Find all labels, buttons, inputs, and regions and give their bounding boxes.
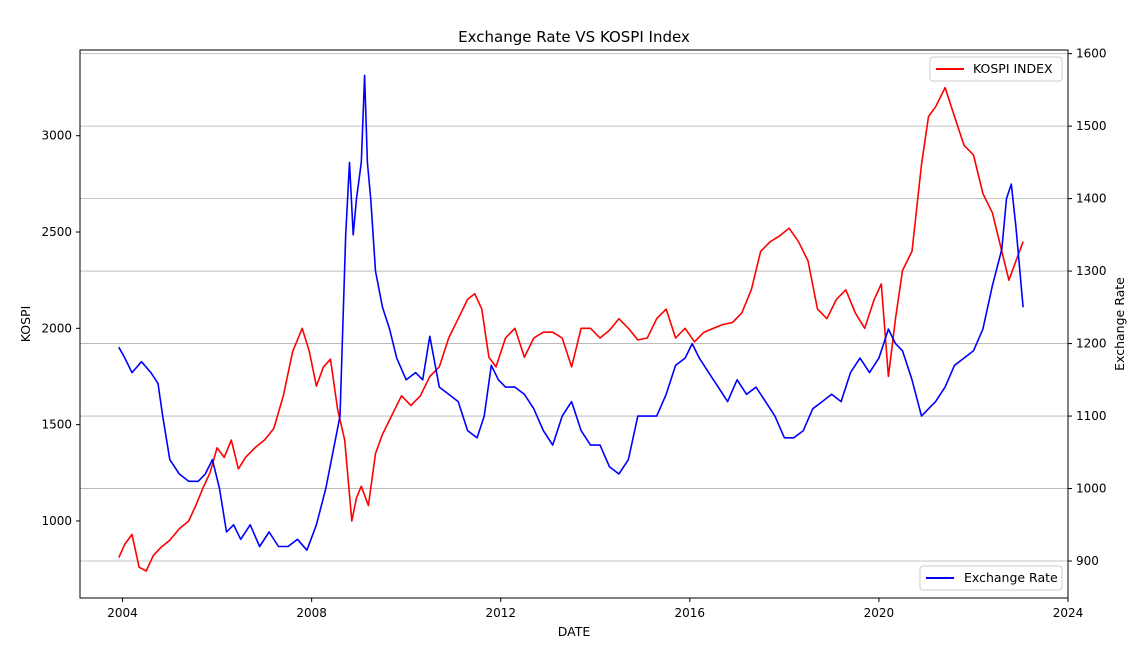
- x-tick-label-2004: 2004: [107, 606, 138, 620]
- left-tick-label-1500: 1500: [41, 418, 72, 432]
- legend-kospi: KOSPI INDEX: [929, 56, 1063, 82]
- series-line-kospi: [118, 86, 1024, 572]
- right-tick-label-1600: 1600: [1076, 47, 1107, 61]
- series-line-exchange-rate: [118, 74, 1024, 552]
- x-tick-label-2012: 2012: [485, 606, 516, 620]
- left-tick-label-2500: 2500: [41, 225, 72, 239]
- gridlines: [80, 53, 1068, 562]
- legend-kospi-box: [929, 56, 1063, 82]
- x-tick-label-2020: 2020: [864, 606, 895, 620]
- legend-kospi-label: KOSPI INDEX: [973, 61, 1053, 76]
- x-tick-label-2016: 2016: [675, 606, 706, 620]
- left-tick-label-3000: 3000: [41, 129, 72, 143]
- x-tick-label-2024: 2024: [1053, 606, 1084, 620]
- left-axis-label: KOSPI: [18, 306, 33, 343]
- legend-exchange-rate: Exchange Rate: [919, 565, 1063, 591]
- right-tick-label-1500: 1500: [1076, 119, 1107, 133]
- x-tick-label-2008: 2008: [296, 606, 327, 620]
- x-axis-ticks: 2004 2008 2012 2016 2020 2024: [107, 598, 1083, 620]
- right-axis-ticks: 900 1000 1100 1200 1300 1400 1500 1600: [1068, 47, 1107, 568]
- right-tick-label-1400: 1400: [1076, 192, 1107, 206]
- plot-lines: [118, 74, 1024, 572]
- x-axis-label: DATE: [558, 624, 591, 639]
- chart-title: Exchange Rate VS KOSPI Index: [458, 28, 690, 46]
- right-tick-label-1100: 1100: [1076, 409, 1107, 423]
- legend-exchange-box: [919, 565, 1063, 591]
- right-tick-label-1000: 1000: [1076, 482, 1107, 496]
- left-tick-label-2000: 2000: [41, 321, 72, 335]
- left-axis-ticks: 1000 1500 2000 2500 3000: [41, 129, 80, 528]
- right-tick-label-1300: 1300: [1076, 264, 1107, 278]
- left-tick-label-1000: 1000: [41, 514, 72, 528]
- plot-frame: [79, 49, 1069, 599]
- right-tick-label-900: 900: [1076, 554, 1099, 568]
- right-axis-label: Exchange Rate: [1112, 277, 1127, 371]
- right-tick-label-1200: 1200: [1076, 337, 1107, 351]
- legend-exchange-label: Exchange Rate: [964, 570, 1058, 585]
